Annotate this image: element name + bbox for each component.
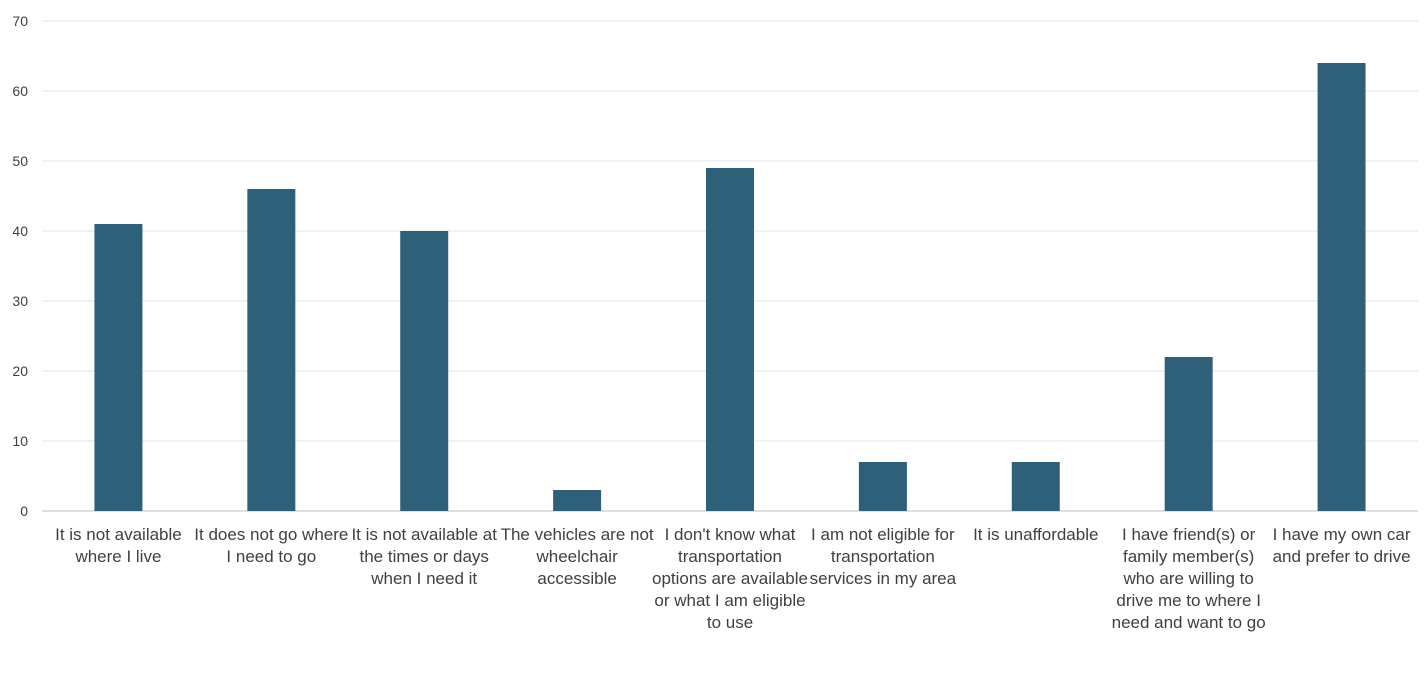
y-axis: 0 10 20 30 40 50 60 70 [12, 13, 28, 519]
y-tick-label: 0 [20, 503, 28, 519]
bar [1164, 357, 1213, 511]
bar [553, 490, 602, 511]
bar [1317, 63, 1366, 511]
y-tick-label: 60 [12, 83, 28, 99]
bar [706, 168, 754, 511]
y-tick-label: 10 [12, 433, 28, 449]
bar [400, 231, 449, 511]
y-tick-label: 20 [12, 363, 28, 379]
y-tick-label: 50 [12, 153, 28, 169]
bars [94, 63, 1366, 511]
y-tick-label: 40 [12, 223, 28, 239]
bar [94, 224, 143, 511]
bar [858, 462, 907, 511]
y-tick-label: 70 [12, 13, 28, 29]
y-tick-label: 30 [12, 293, 28, 309]
bar [1011, 462, 1060, 511]
bar [247, 189, 296, 511]
